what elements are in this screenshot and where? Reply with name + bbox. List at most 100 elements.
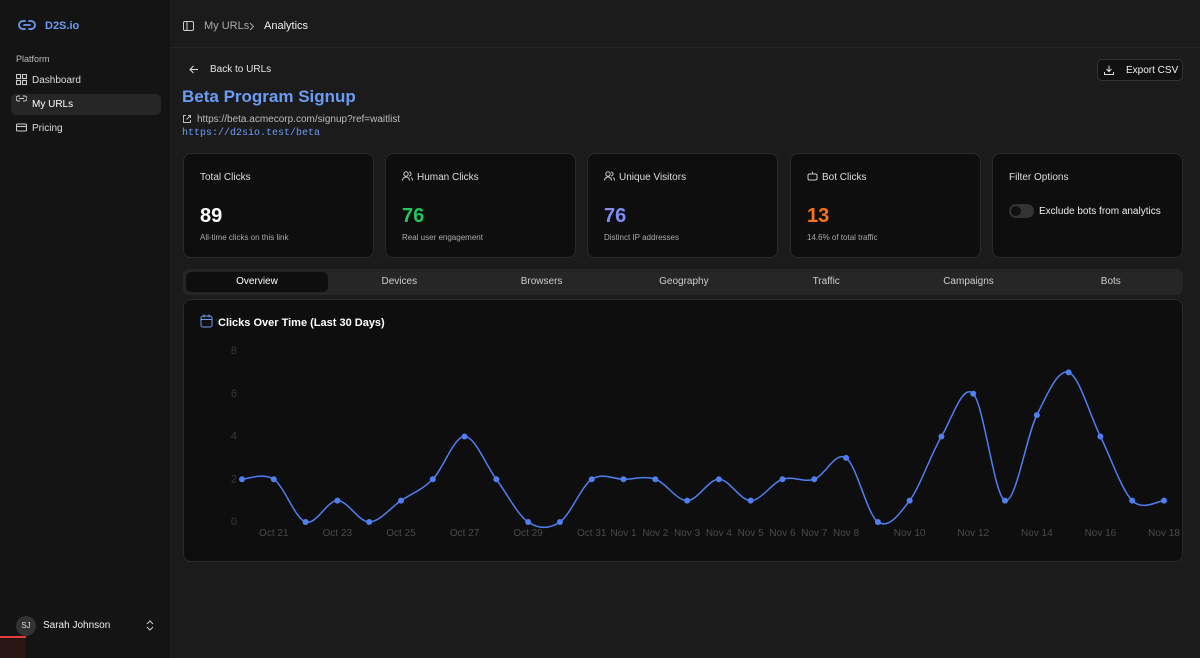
x-tick-label: Oct 27 [450, 528, 480, 539]
y-tick-label: 4 [231, 431, 237, 443]
point [556, 519, 563, 525]
chart: Clicks Over Time (Last 30 Days) 0 2 4 6 8 Oct… [200, 314, 1180, 539]
point [302, 519, 309, 525]
point [1129, 497, 1136, 504]
toggle[interactable] [1009, 204, 1034, 218]
calendar-icon [200, 315, 213, 328]
x-tick-label: Oct 25 [386, 528, 416, 539]
point [366, 519, 373, 525]
point [620, 476, 627, 483]
chart-card [183, 299, 1183, 562]
filter-card: Filter Options Exclude bots from analyti… [992, 153, 1183, 258]
target-url[interactable]: https://beta.acmecorp.com/signup?ref=wai… [197, 114, 401, 125]
point [938, 433, 945, 440]
tab[interactable]: Bots [1100, 276, 1121, 287]
back-link[interactable]: Back to URLs [210, 64, 272, 75]
crumb-sep [249, 22, 255, 31]
tab[interactable]: Traffic [812, 276, 840, 287]
stat-card: Bot Clicks 13 14.6% of total traffic [790, 153, 981, 258]
users-icon [604, 171, 615, 181]
sidebar-toggle[interactable] [183, 21, 194, 31]
dev-badge [0, 636, 26, 658]
nav-section: Platform [16, 54, 50, 64]
x-tick-label: Nov 10 [894, 528, 926, 539]
short-url[interactable]: https://d2sio.test/beta [182, 128, 321, 139]
filter-label: Filter Options [1009, 172, 1069, 183]
stat-label: Total Clicks [200, 172, 251, 183]
point [588, 476, 595, 483]
export-button[interactable]: Export CSV [1097, 59, 1183, 81]
link-title: Beta Program Signup [182, 87, 356, 106]
x-tick-label: Nov 4 [706, 528, 733, 539]
chart-title: Clicks Over Time (Last 30 Days) [218, 317, 385, 329]
point [906, 497, 913, 504]
point [874, 519, 881, 525]
external-icon [183, 115, 191, 123]
nav-item[interactable]: Pricing [32, 123, 63, 134]
line [241, 371, 1165, 529]
stat-label: Human Clicks [417, 172, 479, 183]
stat-value: 13 [807, 205, 830, 227]
point [1097, 433, 1104, 440]
stat-card: Unique Visitors 76 Distinct IP addresses [587, 153, 778, 258]
point [684, 497, 691, 504]
point [747, 497, 754, 504]
tab-bar [183, 269, 1183, 295]
tab[interactable]: Campaigns [943, 276, 994, 287]
stat-card: Human Clicks 76 Real user engagement [385, 153, 576, 258]
point [1065, 369, 1072, 376]
x-tick-label: Oct 21 [259, 528, 289, 539]
tab[interactable]: Devices [381, 276, 418, 287]
point [429, 476, 436, 483]
stat-note: Distinct IP addresses [604, 233, 679, 242]
brand: D2S.io [45, 20, 80, 32]
y-tick-label: 2 [231, 473, 237, 485]
avatar: SJ [16, 616, 36, 636]
x-tick-label: Nov 16 [1085, 528, 1117, 539]
stat-note: 14.6% of total traffic [807, 233, 878, 242]
stat-value: 76 [402, 205, 425, 227]
x-tick-label: Nov 14 [1021, 528, 1053, 539]
point [715, 476, 722, 483]
x-tick-label: Nov 7 [801, 528, 828, 539]
point [334, 497, 341, 504]
stat-card: Total Clicks 89 All-time clicks on this … [183, 153, 374, 258]
x-tick-label: Nov 2 [642, 528, 669, 539]
user-name[interactable]: Sarah Johnson [43, 620, 111, 631]
stat-note: Real user engagement [402, 233, 483, 242]
calendar-icon [201, 314, 212, 320]
x-tick-label: Nov 18 [1148, 528, 1180, 539]
point [1161, 497, 1167, 504]
chevrons [146, 620, 154, 631]
point [397, 497, 404, 504]
brand-icon [18, 20, 36, 30]
point [239, 476, 245, 483]
stat-value: 76 [604, 205, 627, 227]
tab[interactable]: Browsers [520, 276, 563, 287]
stat-label: Bot Clicks [822, 172, 867, 183]
download-icon [1104, 65, 1114, 75]
stat-note: All-time clicks on this link [200, 233, 289, 242]
point [493, 476, 500, 483]
y-tick-label: 8 [231, 345, 237, 357]
nav-item[interactable]: My URLs [11, 94, 161, 115]
x-tick-label: Nov 8 [833, 528, 860, 539]
point [811, 476, 818, 483]
toggle-label[interactable]: Exclude bots from analytics [1039, 206, 1161, 217]
x-tick-label: Oct 23 [323, 528, 353, 539]
tab[interactable]: Overview [186, 272, 328, 292]
x-tick-label: Oct 29 [513, 528, 543, 539]
y-tick-label: 0 [231, 516, 237, 528]
point [970, 390, 977, 397]
divider [170, 47, 1200, 48]
point [461, 433, 468, 440]
point [843, 454, 850, 461]
x-tick-label: Oct 31 [577, 528, 607, 539]
x-tick-label: Nov 6 [769, 528, 796, 539]
point [779, 476, 786, 483]
breadcrumb[interactable]: My URLs [204, 20, 250, 32]
stat-value: 89 [200, 205, 223, 227]
tab[interactable]: Geography [659, 276, 709, 287]
nav-item[interactable]: Dashboard [32, 75, 81, 86]
